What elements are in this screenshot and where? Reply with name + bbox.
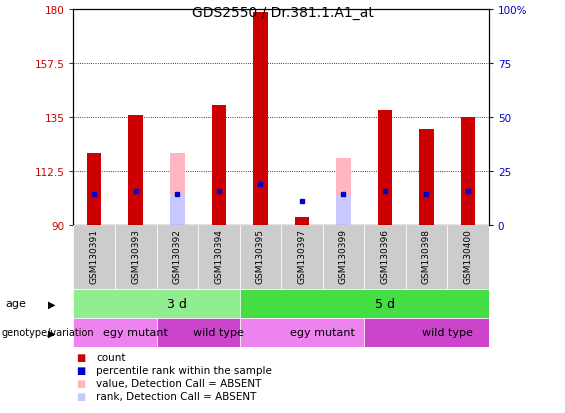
Text: GDS2550 / Dr.381.1.A1_at: GDS2550 / Dr.381.1.A1_at [192,6,373,20]
Text: 3 d: 3 d [167,297,187,310]
Bar [364,225,406,289]
Text: egy mutant: egy mutant [103,328,168,337]
Text: ■: ■ [76,378,85,388]
Bar [170,154,185,225]
Bar [419,130,434,225]
Text: ■: ■ [76,391,85,401]
Bar [364,318,489,347]
Bar [240,318,364,347]
Bar [281,225,323,289]
Text: ■: ■ [76,366,85,375]
Text: ■: ■ [76,352,85,363]
Bar [157,318,240,347]
Bar [240,225,281,289]
Text: GSM130391: GSM130391 [90,228,99,283]
Text: percentile rank within the sample: percentile rank within the sample [96,366,272,375]
Text: ▶: ▶ [48,299,55,309]
Bar [323,225,364,289]
Bar [87,154,102,225]
Bar [211,106,226,225]
Text: GSM130393: GSM130393 [131,228,140,283]
Text: GSM130396: GSM130396 [380,228,389,283]
Bar [73,318,157,347]
Bar [128,115,143,225]
Bar [294,218,309,225]
Text: GSM130398: GSM130398 [422,228,431,283]
Text: GSM130394: GSM130394 [214,228,223,283]
Text: 5 d: 5 d [375,297,395,310]
Text: GSM130395: GSM130395 [256,228,265,283]
Text: wild type: wild type [193,328,244,337]
Bar [447,225,489,289]
Text: GSM130397: GSM130397 [297,228,306,283]
Text: ▶: ▶ [48,328,55,337]
Text: rank, Detection Call = ABSENT: rank, Detection Call = ABSENT [96,391,257,401]
Bar [377,111,392,225]
Bar [336,158,351,225]
Bar [157,225,198,289]
Text: count: count [96,352,125,363]
Text: GSM130399: GSM130399 [339,228,348,283]
Bar [240,289,489,318]
Text: egy mutant: egy mutant [290,328,355,337]
Bar [406,225,447,289]
Text: GSM130392: GSM130392 [173,228,182,283]
Text: age: age [6,299,27,309]
Bar [460,118,475,225]
Bar [253,13,268,225]
Text: genotype/variation: genotype/variation [1,328,94,337]
Bar [336,197,351,225]
Bar [73,225,115,289]
Text: wild type: wild type [421,328,473,337]
Bar [170,194,185,225]
Bar [198,225,240,289]
Bar [73,289,240,318]
Text: GSM130400: GSM130400 [463,228,472,283]
Bar [115,225,157,289]
Text: value, Detection Call = ABSENT: value, Detection Call = ABSENT [96,378,262,388]
